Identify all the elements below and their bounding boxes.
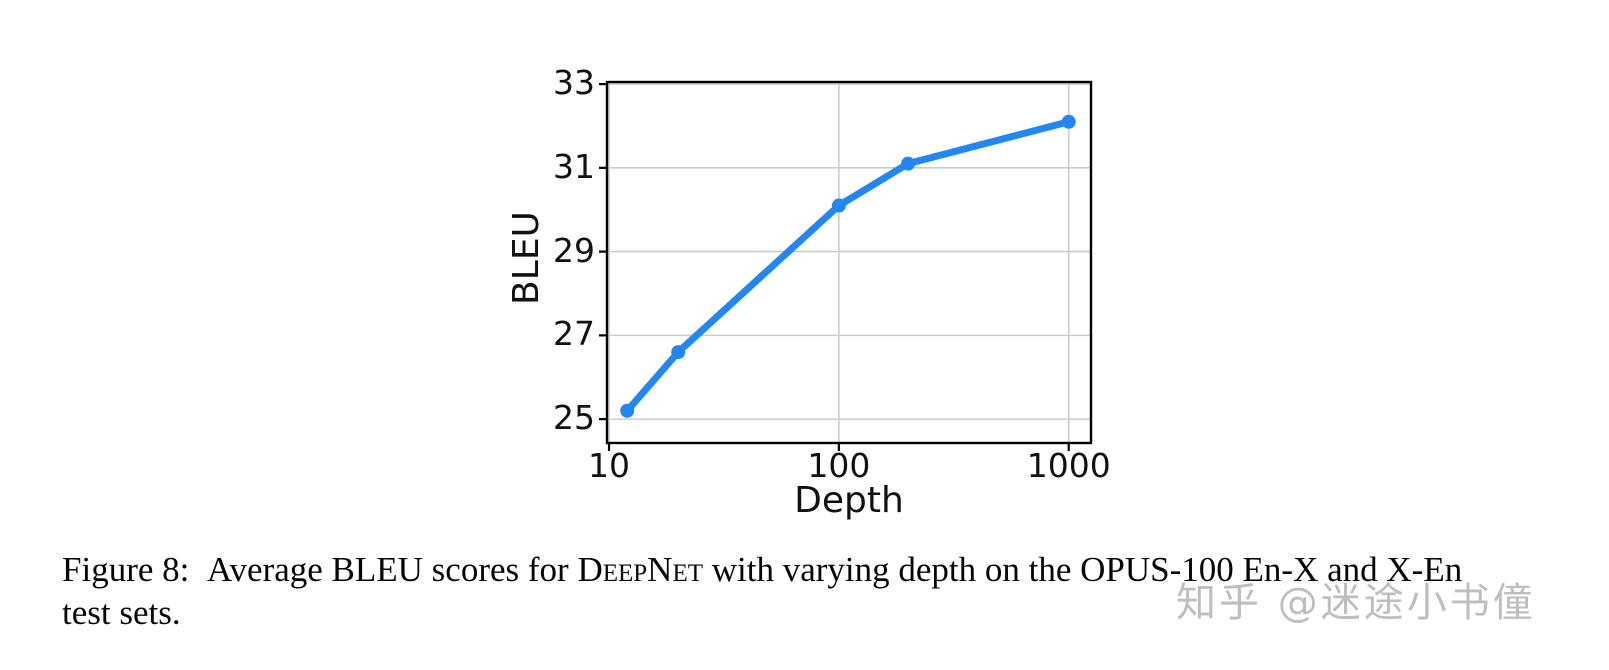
y-tick-label: 29 xyxy=(553,230,595,270)
data-line xyxy=(623,118,1073,415)
plot-border xyxy=(605,80,1093,445)
x-tick-label: 10 xyxy=(588,446,631,485)
figure-caption: Figure 8: Average BLEU scores for DeepNe… xyxy=(62,548,1562,634)
data-point xyxy=(1061,114,1076,129)
x-tick-label: 1000 xyxy=(1026,446,1111,485)
y-tick-label: 25 xyxy=(553,398,595,438)
watermark: 知乎 @迷途小书僮 xyxy=(1176,580,1536,626)
data-point xyxy=(671,345,686,360)
plot-area xyxy=(599,80,1093,451)
caption-text-start: Figure 8: Average BLEU scores for xyxy=(62,550,578,589)
model-name: DeepNet xyxy=(577,550,703,589)
y-tick-label: 31 xyxy=(553,147,595,187)
caption-line-2: test sets. xyxy=(62,593,181,632)
caption-text-end: with varying depth on the OPUS-100 En-X … xyxy=(703,550,1463,589)
x-tick-label: 100 xyxy=(807,446,871,485)
x-axis-label: Depth xyxy=(794,480,904,521)
y-tick-label: 27 xyxy=(553,314,595,354)
data-point xyxy=(831,198,846,213)
data-point xyxy=(901,156,916,171)
data-point xyxy=(620,403,635,418)
y-tick-label: 33 xyxy=(553,63,595,103)
